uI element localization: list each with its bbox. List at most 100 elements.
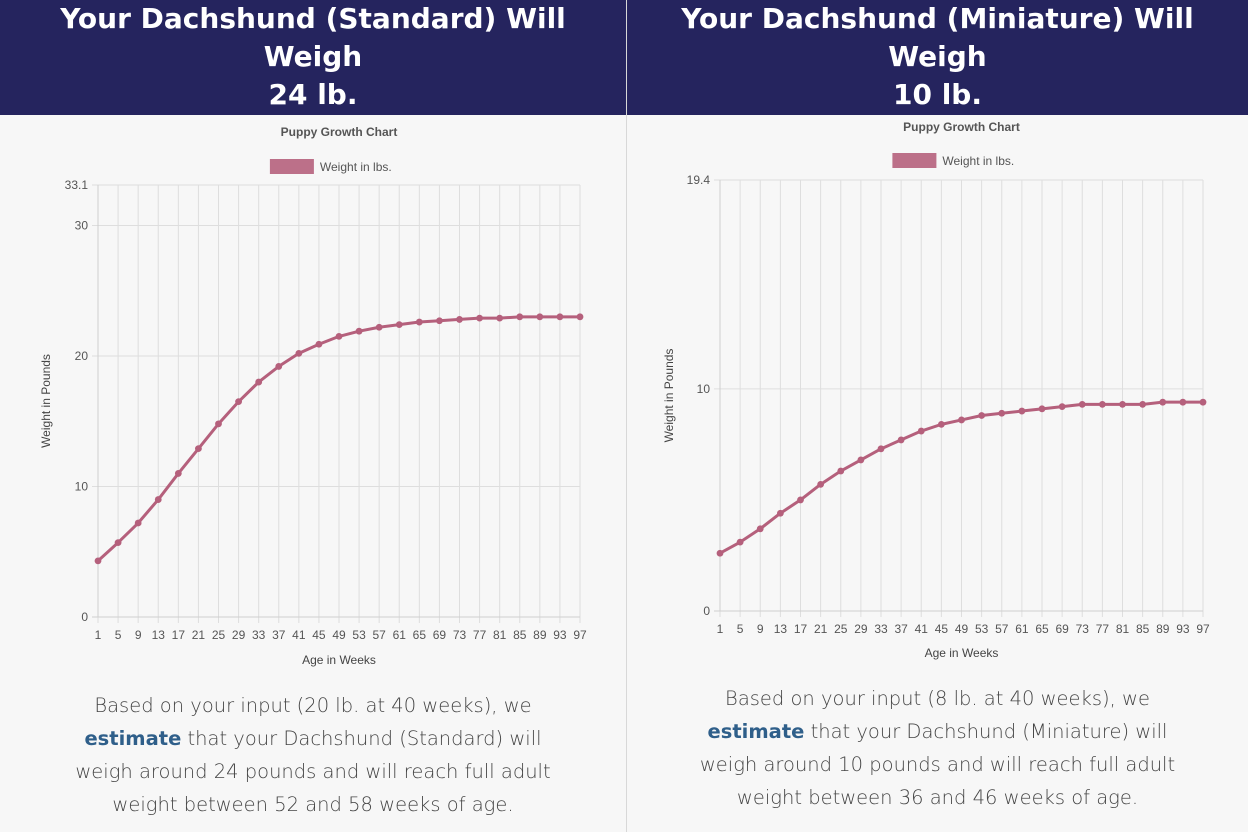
panel-miniature: Your Dachshund (Miniature) Will Weigh 10… — [627, 0, 1248, 832]
data-point — [235, 398, 242, 406]
data-point — [1098, 400, 1106, 408]
y-tick-label: 0 — [703, 604, 710, 618]
header-line-3: 10 lb. — [893, 78, 982, 111]
data-point — [335, 332, 343, 340]
data-point — [436, 317, 443, 325]
x-tick-label: 89 — [533, 628, 547, 642]
data-point — [1139, 400, 1147, 408]
x-tick-label: 41 — [915, 622, 929, 636]
data-point — [998, 409, 1006, 417]
x-tick-label: 65 — [1035, 622, 1049, 636]
x-tick-label: 77 — [1096, 622, 1110, 636]
data-point — [456, 316, 463, 323]
chart-title: Puppy Growth Chart — [903, 120, 1020, 134]
data-point — [1058, 403, 1066, 411]
data-point — [937, 420, 945, 428]
x-tick-label: 17 — [172, 628, 186, 642]
legend-swatch — [269, 159, 314, 174]
data-point — [897, 436, 905, 444]
data-point — [255, 378, 263, 386]
x-tick-label: 1 — [717, 622, 724, 636]
data-point — [415, 318, 423, 326]
summary-line-2-rest: that your Dachshund (Standard) will — [181, 727, 542, 750]
data-point — [1119, 400, 1126, 408]
x-tick-label: 57 — [372, 628, 386, 642]
data-point — [917, 427, 925, 435]
x-tick-label: 5 — [737, 622, 744, 636]
result-header: Your Dachshund (Miniature) Will Weigh 10… — [627, 0, 1248, 115]
x-tick-label: 81 — [1116, 622, 1130, 636]
data-point — [1038, 405, 1046, 413]
legend-label: Weight in lbs. — [320, 160, 392, 174]
x-tick-label: 9 — [757, 622, 764, 636]
result-summary: Based on your input (8 lb. at 40 weeks),… — [627, 682, 1248, 814]
data-point — [215, 420, 222, 428]
data-point — [195, 445, 202, 453]
y-tick-label: 0 — [81, 610, 88, 624]
x-tick-label: 13 — [774, 622, 788, 636]
data-point — [1199, 398, 1207, 406]
data-point — [496, 314, 504, 322]
y-tick-label: 19.4 — [687, 173, 711, 187]
data-point — [797, 496, 804, 504]
x-tick-label: 57 — [995, 622, 1009, 636]
summary-line-1: Based on your input (20 lb. at 40 weeks)… — [94, 694, 532, 717]
x-axis-label: Age in Weeks — [925, 646, 999, 660]
y-tick-label: 10 — [697, 382, 711, 396]
x-tick-label: 33 — [252, 628, 266, 642]
x-axis-label: Age in Weeks — [302, 653, 376, 667]
summary-line-4: weight between 52 and 58 weeks of age. — [112, 793, 514, 816]
y-tick-label: 10 — [75, 479, 89, 493]
y-axis-label: Weight in Pounds — [39, 354, 53, 448]
y-tick-label: 33.1 — [65, 178, 89, 192]
data-point — [395, 321, 403, 329]
x-tick-label: 49 — [332, 628, 346, 642]
data-point — [94, 557, 102, 565]
x-tick-label: 61 — [393, 628, 407, 642]
data-point — [756, 525, 764, 533]
growth-chart-miniature: Puppy Growth Chart Weight in lbs. 0 10 19.4 1… — [662, 120, 1210, 660]
estimate-keyword: estimate — [707, 720, 805, 743]
estimate-keyword: estimate — [84, 727, 182, 750]
data-point — [516, 313, 524, 321]
data-point — [275, 363, 283, 370]
panel-standard: Your Dachshund (Standard) Will Weigh 24 … — [0, 0, 626, 821]
x-tick-label: 29 — [854, 622, 868, 636]
header-line-2: Weigh — [263, 40, 363, 73]
data-point — [114, 539, 122, 547]
x-tick-label: 21 — [814, 622, 828, 636]
x-tick-label: 13 — [152, 628, 166, 642]
x-tick-label: 53 — [352, 628, 366, 642]
x-tick-label: 5 — [115, 628, 122, 642]
data-point — [1078, 400, 1086, 408]
summary-line-1: Based on your input (8 lb. at 40 weeks),… — [725, 687, 1150, 710]
x-tick-label: 41 — [292, 628, 306, 642]
x-tick-label: 93 — [1176, 622, 1190, 636]
x-tick-label: 49 — [955, 622, 969, 636]
summary-line-2-rest: that your Dachshund (Miniature) will — [804, 720, 1168, 743]
x-tick-label: 69 — [1055, 622, 1069, 636]
result-summary: Based on your input (20 lb. at 40 weeks)… — [0, 689, 626, 821]
header-line-1: Your Dachshund (Standard) Will — [60, 2, 566, 35]
y-axis-label: Weight in Pounds — [662, 349, 676, 443]
x-tick-label: 25 — [212, 628, 226, 642]
data-point — [315, 340, 323, 348]
data-point — [837, 467, 845, 475]
data-point — [817, 480, 825, 488]
data-point — [736, 538, 744, 546]
x-tick-label: 61 — [1015, 622, 1029, 636]
data-point — [776, 509, 784, 517]
x-tick-label: 25 — [834, 622, 848, 636]
x-tick-label: 81 — [493, 628, 507, 642]
data-point — [375, 323, 383, 331]
x-tick-label: 85 — [513, 628, 527, 642]
x-tick-label: 37 — [272, 628, 286, 642]
header-line-3: 24 lb. — [268, 78, 358, 111]
data-point — [174, 470, 182, 477]
data-point — [1018, 407, 1026, 415]
data-point — [536, 313, 544, 321]
x-tick-label: 17 — [794, 622, 808, 636]
header-line-1: Your Dachshund (Miniature) Will — [681, 2, 1194, 35]
x-tick-label: 21 — [192, 628, 206, 642]
data-point — [556, 313, 564, 321]
